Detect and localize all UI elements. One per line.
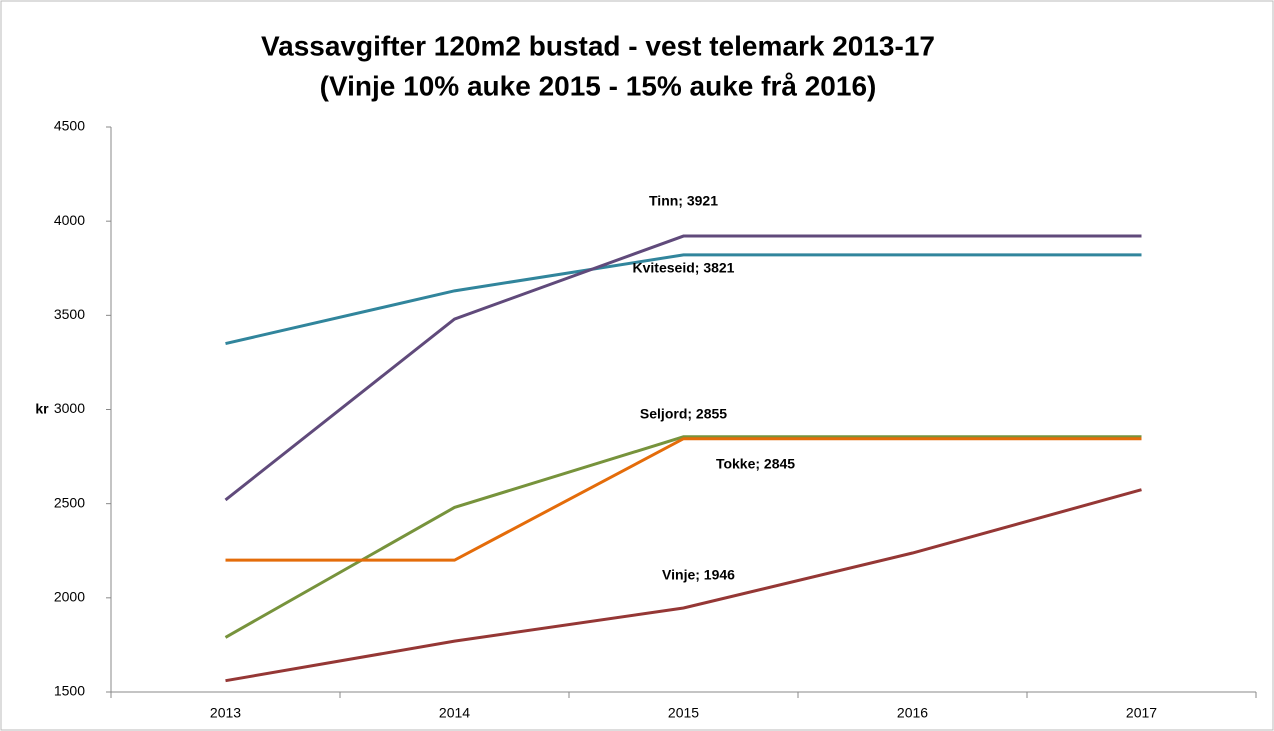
y-axis-label: kr [35, 401, 49, 417]
series-line [224, 234, 1142, 502]
x-tick-label: 2014 [439, 705, 470, 721]
y-tick-label: 4500 [54, 118, 85, 134]
series-line [225, 488, 1142, 683]
y-tick-label: 2000 [54, 589, 85, 605]
y-tick-label: 3500 [54, 306, 85, 322]
x-tick-label: 2016 [897, 705, 928, 721]
x-tick-label: 2013 [210, 705, 241, 721]
series-line [225, 253, 1142, 346]
chart-title: Vassavgifter 120m2 bustad - vest telemar… [261, 30, 935, 61]
data-label: Vinje; 1946 [662, 567, 735, 583]
x-tick-label: 2017 [1126, 705, 1157, 721]
y-tick-label: 1500 [54, 683, 85, 699]
y-tick-label: 3000 [54, 400, 85, 416]
y-tick-label: 2500 [54, 494, 85, 510]
series-line [225, 437, 1142, 562]
y-tick-label: 4000 [54, 212, 85, 228]
chart-subtitle: (Vinje 10% auke 2015 - 15% auke frå 2016… [320, 70, 877, 101]
data-label: Tinn; 3921 [649, 193, 718, 209]
data-label: Seljord; 2855 [640, 406, 727, 422]
series-line [224, 435, 1142, 639]
data-label: Kviteseid; 3821 [633, 260, 735, 276]
x-tick-label: 2015 [668, 705, 699, 721]
data-label: Tokke; 2845 [716, 455, 795, 471]
